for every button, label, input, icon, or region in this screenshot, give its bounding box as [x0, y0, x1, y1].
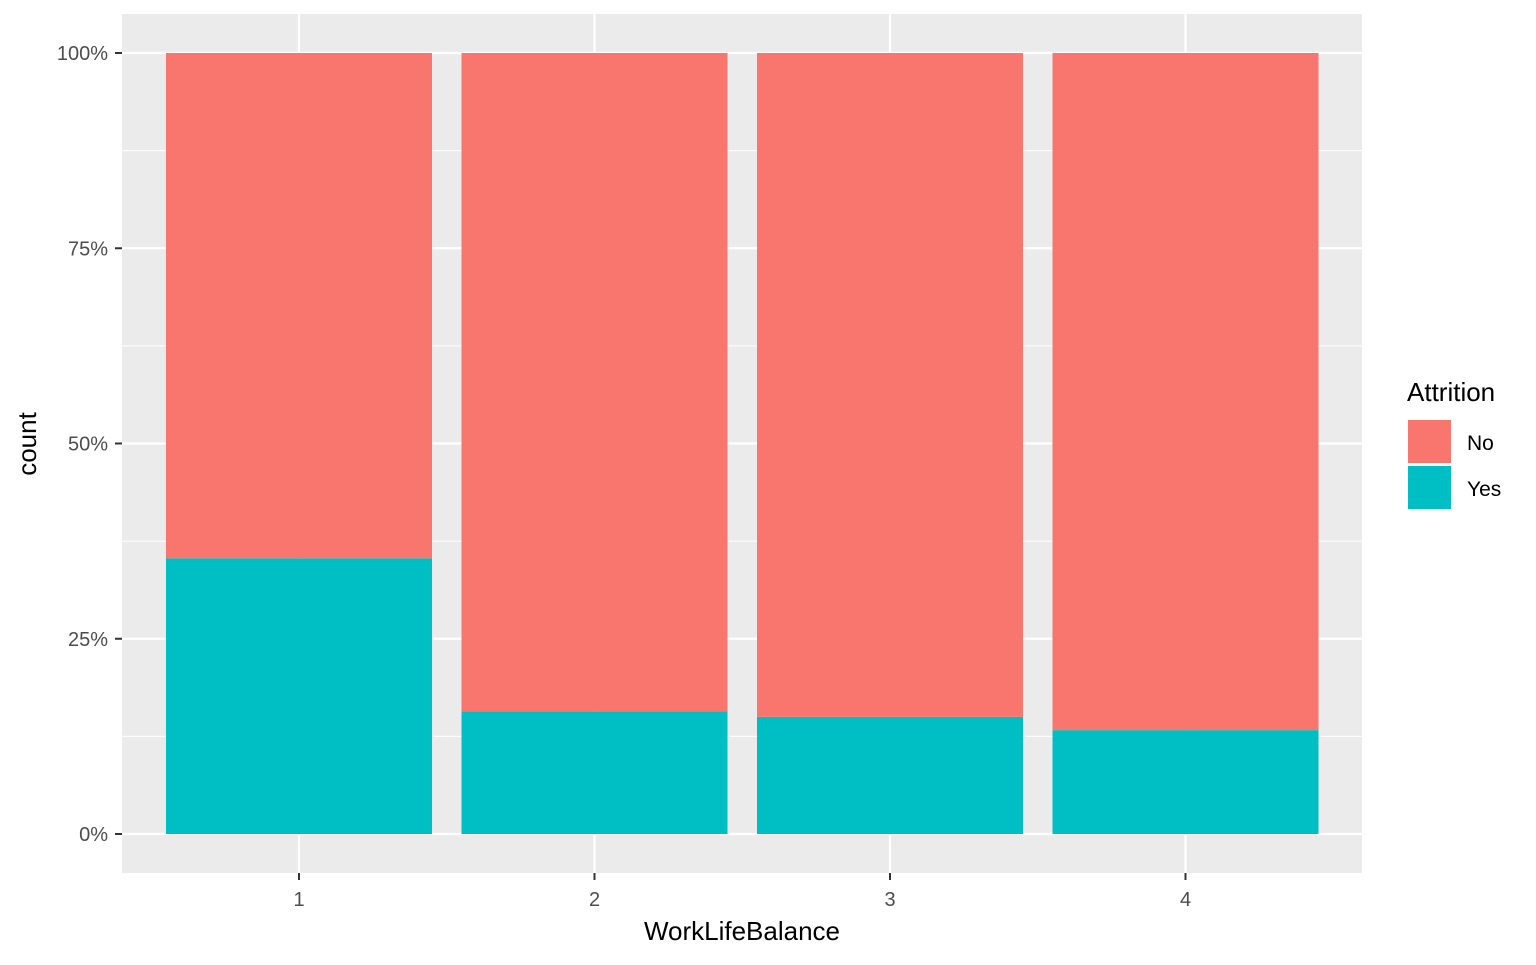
- legend-title: Attrition: [1407, 377, 1495, 407]
- bar-no-4: [1052, 53, 1319, 731]
- y-tick-label: 25%: [68, 629, 108, 651]
- bar-yes-1: [166, 558, 432, 834]
- bar-no-2: [461, 53, 728, 712]
- bar-no-1: [166, 53, 432, 559]
- y-axis-title: count: [12, 411, 42, 475]
- x-tick-label: 2: [589, 889, 600, 911]
- legend-label-yes: Yes: [1467, 478, 1501, 501]
- bar-yes-3: [757, 716, 1023, 834]
- bar-no-3: [757, 53, 1023, 717]
- legend-key-no: [1408, 420, 1451, 463]
- y-axis: 0% 25% 50% 75% 100%: [57, 43, 122, 846]
- y-tick-label: 100%: [57, 43, 108, 65]
- x-tick-label: 1: [293, 889, 304, 911]
- legend: Attrition No Yes: [1407, 377, 1501, 509]
- bar-yes-4: [1052, 730, 1319, 834]
- y-tick-label: 0%: [79, 824, 108, 846]
- bar-yes-2: [461, 711, 728, 834]
- bars: [166, 53, 1319, 834]
- y-tick-label: 50%: [68, 434, 108, 456]
- legend-key-yes: [1408, 466, 1451, 509]
- legend-label-no: No: [1467, 432, 1494, 455]
- x-tick-label: 3: [884, 889, 895, 911]
- x-axis-title: WorkLifeBalance: [644, 916, 840, 946]
- y-tick-label: 75%: [68, 238, 108, 260]
- x-axis: 1 2 3 4: [293, 873, 1191, 911]
- x-tick-label: 4: [1180, 889, 1191, 911]
